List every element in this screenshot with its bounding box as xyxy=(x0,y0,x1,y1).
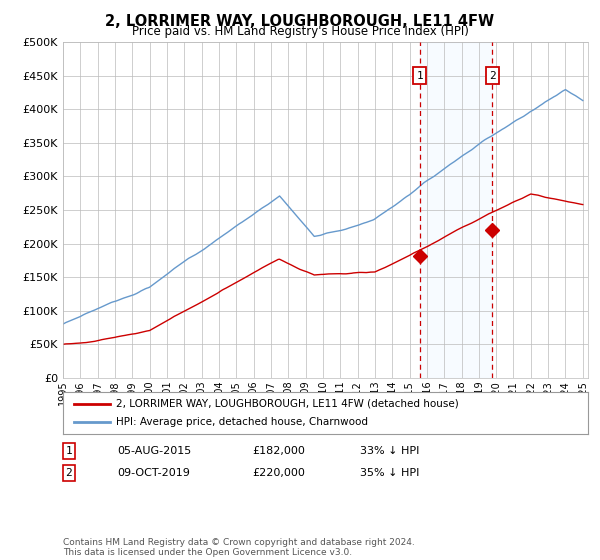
Text: £182,000: £182,000 xyxy=(252,446,305,456)
Text: 2, LORRIMER WAY, LOUGHBOROUGH, LE11 4FW (detached house): 2, LORRIMER WAY, LOUGHBOROUGH, LE11 4FW … xyxy=(115,399,458,409)
Bar xyxy=(420,42,492,378)
Text: 33% ↓ HPI: 33% ↓ HPI xyxy=(360,446,419,456)
Text: 1: 1 xyxy=(65,446,73,456)
Text: 2, LORRIMER WAY, LOUGHBOROUGH, LE11 4FW: 2, LORRIMER WAY, LOUGHBOROUGH, LE11 4FW xyxy=(106,14,494,29)
Text: HPI: Average price, detached house, Charnwood: HPI: Average price, detached house, Char… xyxy=(115,417,367,427)
Text: Price paid vs. HM Land Registry's House Price Index (HPI): Price paid vs. HM Land Registry's House … xyxy=(131,25,469,38)
Text: Contains HM Land Registry data © Crown copyright and database right 2024.
This d: Contains HM Land Registry data © Crown c… xyxy=(63,538,415,557)
Text: 2: 2 xyxy=(489,71,496,81)
Text: 1: 1 xyxy=(416,71,424,81)
Text: £220,000: £220,000 xyxy=(252,468,305,478)
Text: 05-AUG-2015: 05-AUG-2015 xyxy=(117,446,191,456)
Text: 09-OCT-2019: 09-OCT-2019 xyxy=(117,468,190,478)
Text: 35% ↓ HPI: 35% ↓ HPI xyxy=(360,468,419,478)
Text: 2: 2 xyxy=(65,468,73,478)
